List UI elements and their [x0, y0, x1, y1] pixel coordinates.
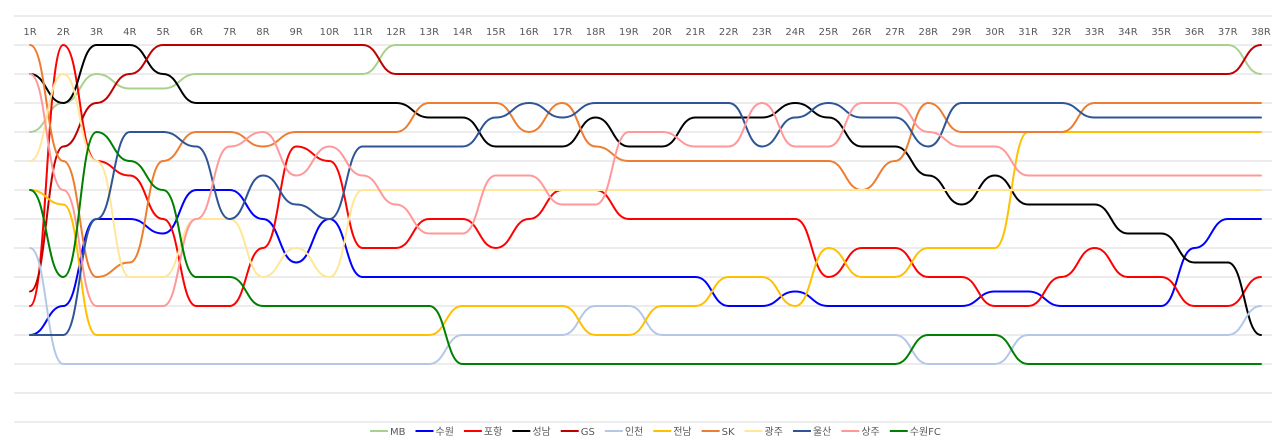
- series-line: [29, 73, 1262, 307]
- x-tick-label: 38R: [1251, 27, 1271, 38]
- legend-label: 상주: [861, 426, 879, 438]
- x-tick-label: 22R: [719, 27, 739, 38]
- series-line: [29, 44, 1262, 133]
- legend-label: 성남: [532, 426, 550, 438]
- series-line: [29, 247, 1262, 366]
- legend-label: 인천: [625, 426, 643, 438]
- x-tick-label: 19R: [619, 27, 639, 38]
- x-tick-label: 27R: [885, 27, 905, 38]
- x-tick-label: 35R: [1151, 27, 1171, 38]
- x-tick-label: 28R: [918, 27, 938, 38]
- x-tick-label: 10R: [320, 27, 340, 38]
- x-tick-label: 29R: [952, 27, 972, 38]
- legend-label: SK: [722, 427, 735, 438]
- x-tick-label: 16R: [519, 27, 539, 38]
- x-tick-label: 11R: [353, 27, 373, 38]
- legend-label: MB: [390, 427, 406, 438]
- series-line: [29, 44, 1262, 307]
- x-tick-label: 20R: [652, 27, 672, 38]
- series-line: [29, 73, 1262, 278]
- x-tick-label: 13R: [419, 27, 439, 38]
- x-tick-label: 30R: [985, 27, 1005, 38]
- x-tick-label: 34R: [1118, 27, 1138, 38]
- x-tick-label: 17R: [552, 27, 572, 38]
- series-line: [29, 189, 1262, 336]
- legend: MB 수원 포항 성남 GS 인천 전남 SK 광주 울산 상주 수원FC: [370, 426, 941, 438]
- x-tick-label: 36R: [1185, 27, 1205, 38]
- x-tick-label: 24R: [785, 27, 805, 38]
- x-tick-label: 37R: [1218, 27, 1238, 38]
- legend-label: 수원: [436, 426, 454, 438]
- x-tick-label: 5R: [156, 27, 169, 38]
- series-line: [29, 131, 1262, 336]
- series-line: [29, 44, 1262, 293]
- x-tick-label: 31R: [1018, 27, 1038, 38]
- legend-label: GS: [581, 427, 595, 438]
- legend-label: 울산: [813, 426, 831, 438]
- legend-label: 광주: [765, 426, 783, 438]
- legend-label: 포항: [484, 426, 502, 438]
- x-tick-label: 12R: [386, 27, 406, 38]
- x-tick-label: 4R: [123, 27, 136, 38]
- x-tick-label: 1R: [23, 27, 36, 38]
- x-tick-label: 23R: [752, 27, 772, 38]
- x-tick-label: 32R: [1052, 27, 1072, 38]
- x-tick-label: 8R: [256, 27, 269, 38]
- series-lines: [29, 44, 1262, 366]
- x-tick-label: 2R: [57, 27, 70, 38]
- x-tick-label: 18R: [586, 27, 606, 38]
- x-tick-label: 26R: [852, 27, 872, 38]
- x-tick-label: 25R: [819, 27, 839, 38]
- x-tick-label: 33R: [1085, 27, 1105, 38]
- x-tick-label: 21R: [686, 27, 706, 38]
- legend-label: 전남: [673, 426, 691, 438]
- x-tick-label: 15R: [486, 27, 506, 38]
- x-tick-labels: 1R 2R 3R 4R 5R 6R 7R 8R 9R 10R 11R 12R 13R 14R 15R 16R 1…: [23, 27, 1271, 38]
- series-line: [29, 44, 1262, 336]
- x-tick-label: 14R: [453, 27, 473, 38]
- legend-label: 수원FC: [910, 426, 941, 438]
- series-line: [29, 131, 1262, 366]
- x-tick-label: 9R: [290, 27, 303, 38]
- x-tick-label: 6R: [190, 27, 203, 38]
- x-tick-label: 7R: [223, 27, 236, 38]
- x-tick-label: 3R: [90, 27, 103, 38]
- series-line: [29, 44, 1262, 278]
